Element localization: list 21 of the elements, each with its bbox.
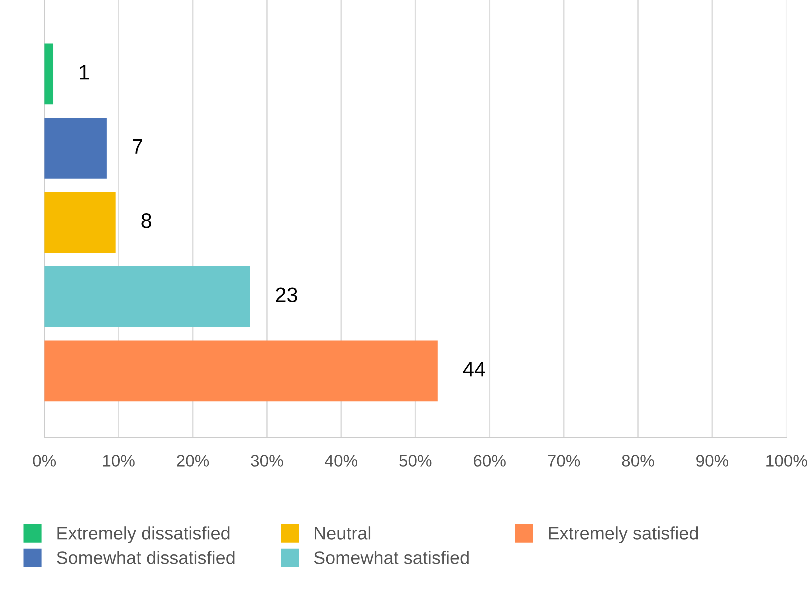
legend-label: Extremely satisfied bbox=[549, 526, 698, 544]
x-tick-label: 100% bbox=[766, 455, 808, 467]
annotation: 23 bbox=[276, 288, 298, 303]
x-tick-label: 60% bbox=[474, 455, 506, 467]
x-tick-label: 90% bbox=[696, 455, 729, 467]
annotation: 7 bbox=[133, 140, 142, 154]
annotation: 8 bbox=[142, 214, 152, 228]
x-tick-label: 40% bbox=[325, 455, 358, 467]
x-tick-label: 10% bbox=[103, 455, 135, 467]
x-tick-label: 70% bbox=[548, 455, 580, 467]
legend-label: Somewhat satisfied bbox=[314, 551, 469, 564]
x-tick-label: 50% bbox=[400, 455, 432, 467]
legend-label: Extremely dissatisfied bbox=[58, 526, 230, 544]
legend-label: Neutral bbox=[315, 526, 371, 540]
x-tick-label: 20% bbox=[177, 455, 210, 467]
x-tick-label: 80% bbox=[622, 455, 654, 467]
annotation: 44 bbox=[463, 362, 486, 377]
annotation: 1 bbox=[80, 65, 90, 80]
x-tick-label: 30% bbox=[251, 455, 284, 467]
legend-label: Somewhat dissatisfied bbox=[57, 551, 235, 564]
x-tick-label: 0% bbox=[33, 455, 56, 467]
